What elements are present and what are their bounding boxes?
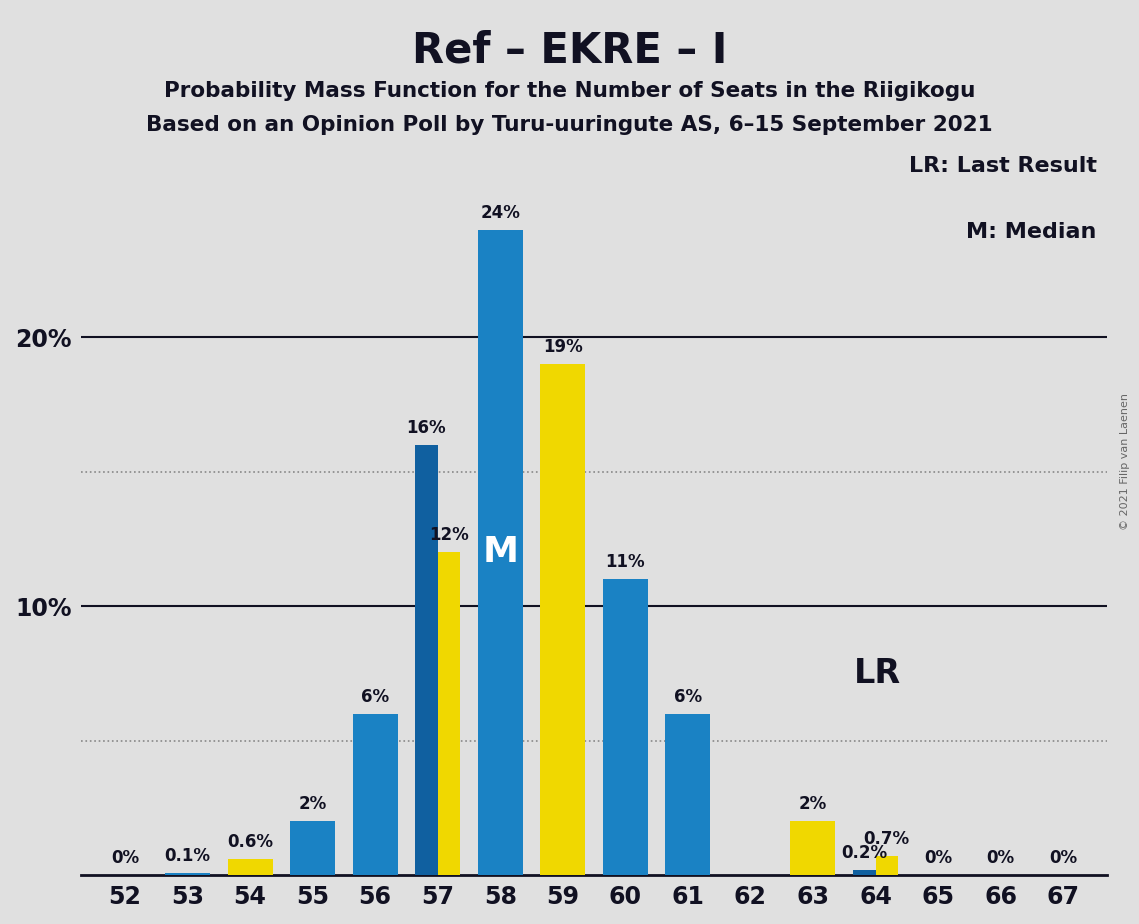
Bar bbox=[876, 857, 898, 875]
Text: 0%: 0% bbox=[110, 849, 139, 868]
Bar bbox=[853, 869, 876, 875]
Text: 11%: 11% bbox=[606, 553, 645, 571]
Text: 6%: 6% bbox=[361, 687, 390, 706]
Bar bbox=[416, 444, 437, 875]
Text: 16%: 16% bbox=[407, 419, 446, 437]
Bar bbox=[540, 364, 585, 875]
Text: 0.6%: 0.6% bbox=[227, 833, 273, 851]
Text: M: Median: M: Median bbox=[966, 222, 1097, 241]
Bar bbox=[228, 859, 272, 875]
Text: LR: Last Result: LR: Last Result bbox=[909, 156, 1097, 176]
Text: 0.2%: 0.2% bbox=[842, 844, 887, 862]
Text: 0%: 0% bbox=[1049, 849, 1077, 868]
Bar bbox=[477, 230, 523, 875]
Text: 24%: 24% bbox=[481, 203, 521, 222]
Bar bbox=[290, 821, 335, 875]
Bar bbox=[353, 714, 398, 875]
Text: 0%: 0% bbox=[924, 849, 952, 868]
Text: 0.1%: 0.1% bbox=[164, 846, 211, 865]
Text: 19%: 19% bbox=[543, 338, 583, 356]
Text: 2%: 2% bbox=[798, 796, 827, 813]
Text: 12%: 12% bbox=[429, 527, 469, 544]
Text: 2%: 2% bbox=[298, 796, 327, 813]
Bar bbox=[437, 553, 460, 875]
Bar bbox=[165, 872, 210, 875]
Bar bbox=[603, 579, 648, 875]
Text: 0%: 0% bbox=[986, 849, 1015, 868]
Text: Based on an Opinion Poll by Turu-uuringute AS, 6–15 September 2021: Based on an Opinion Poll by Turu-uuringu… bbox=[146, 115, 993, 135]
Text: LR: LR bbox=[853, 657, 901, 690]
Text: © 2021 Filip van Laenen: © 2021 Filip van Laenen bbox=[1121, 394, 1130, 530]
Text: Probability Mass Function for the Number of Seats in the Riigikogu: Probability Mass Function for the Number… bbox=[164, 81, 975, 102]
Text: M: M bbox=[482, 536, 518, 569]
Text: 6%: 6% bbox=[674, 687, 702, 706]
Text: Ref – EKRE – I: Ref – EKRE – I bbox=[412, 30, 727, 71]
Bar bbox=[165, 872, 210, 875]
Bar bbox=[665, 714, 711, 875]
Bar bbox=[790, 821, 836, 875]
Text: 0.7%: 0.7% bbox=[863, 831, 910, 848]
